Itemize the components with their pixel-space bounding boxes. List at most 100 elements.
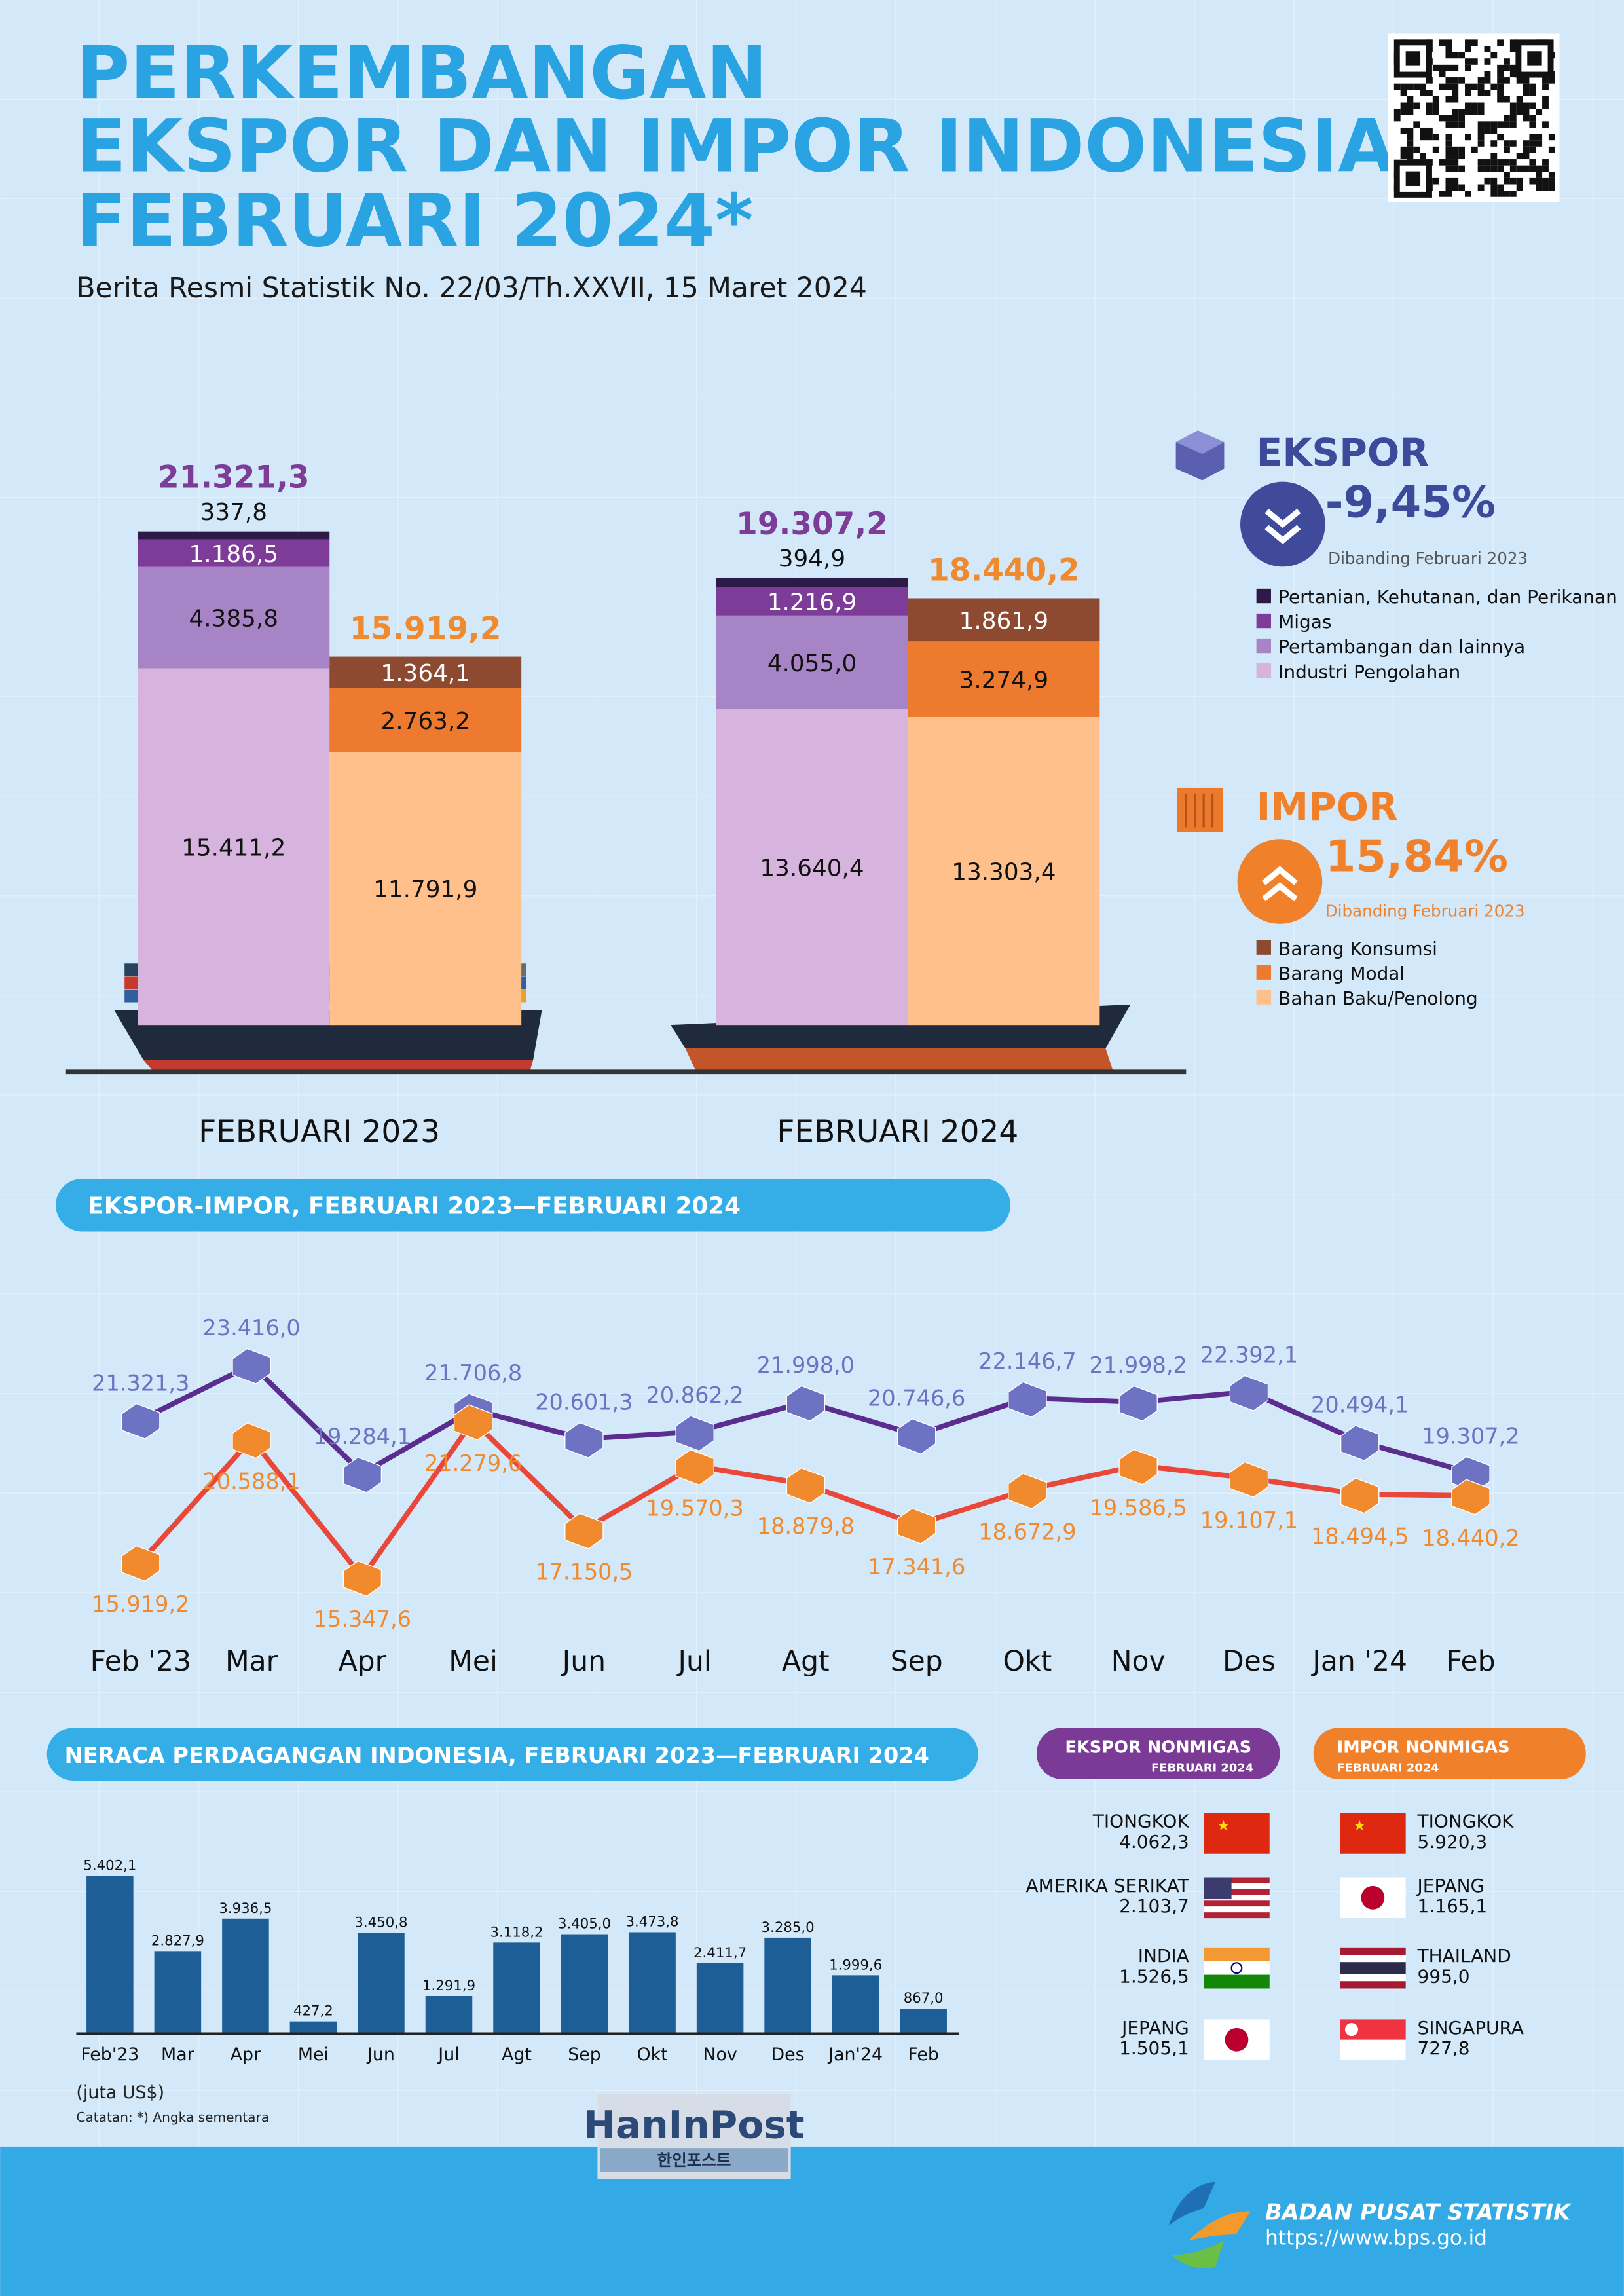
qr-finder <box>1405 171 1421 186</box>
x-tick-label: Jul <box>437 2045 459 2065</box>
flag-part <box>1344 2022 1359 2037</box>
x-tick-label: Okt <box>1003 1646 1052 1678</box>
qr-cell <box>1426 77 1433 84</box>
data-label: 3.285,0 <box>762 1919 815 1936</box>
qr-cell <box>1529 177 1536 185</box>
qr-cell <box>1452 90 1459 96</box>
x-tick-label: Jul <box>676 1646 711 1678</box>
flag-part <box>1204 1877 1270 1883</box>
qr-cell <box>1536 165 1543 172</box>
qr-cell <box>1497 191 1504 197</box>
qr-cell <box>1426 90 1433 96</box>
qr-cell <box>1477 77 1485 84</box>
qr-cell <box>1497 71 1504 78</box>
data-label: 19.284,1 <box>314 1424 411 1449</box>
x-tick-label: Jan '24 <box>1310 1646 1407 1678</box>
data-label: 3.405,0 <box>558 1916 611 1933</box>
qr-cell <box>1542 96 1549 103</box>
qr-cell <box>1407 83 1414 90</box>
qr-cell <box>1504 146 1510 153</box>
data-label: 4.055,0 <box>767 650 857 677</box>
data-label: 18.672,9 <box>978 1519 1076 1545</box>
qr-cell <box>1548 134 1555 141</box>
legend-entry: Barang Konsumsi <box>1278 938 1437 959</box>
qr-cell <box>1452 52 1459 59</box>
qr-cell <box>1509 177 1517 185</box>
bar-segment <box>138 539 330 567</box>
bar-segment <box>716 587 908 616</box>
qr-cell <box>1509 45 1517 52</box>
qr-cell <box>1484 165 1491 172</box>
qr-cell <box>1542 102 1549 109</box>
qr-cell <box>1426 109 1433 115</box>
legend-entry: Bahan Baku/Penolong <box>1278 988 1478 1009</box>
legend-swatch <box>1256 588 1271 604</box>
x-tick-label: Sep <box>568 2045 601 2065</box>
qr-code <box>1388 33 1560 202</box>
qr-cell <box>1504 64 1510 71</box>
data-label: 22.392,1 <box>1200 1342 1298 1367</box>
qr-cell <box>1497 90 1504 96</box>
x-tick-label: Jan'24 <box>827 2045 883 2065</box>
data-label: 1.999,6 <box>829 1957 882 1973</box>
qr-cell <box>1445 191 1452 197</box>
marker <box>786 1385 826 1422</box>
qr-cell <box>1426 127 1433 134</box>
data-label: 1.861,9 <box>959 608 1049 635</box>
qr-cell <box>1484 177 1491 185</box>
data-label: 1.291,9 <box>422 1978 475 1994</box>
bar <box>358 1933 405 2034</box>
flag-part <box>1340 1813 1406 1854</box>
flag-part <box>1204 1974 1270 1989</box>
flag-part <box>1361 1885 1385 1910</box>
qr-cell <box>1413 83 1420 90</box>
qr-cell <box>1509 121 1517 128</box>
qr-cell <box>1400 102 1407 109</box>
data-label: 11.791,9 <box>373 876 477 903</box>
legend-entry: Migas <box>1278 611 1331 633</box>
qr-cell <box>1432 109 1439 115</box>
bar-segment <box>329 656 522 688</box>
qr-cell <box>1490 191 1498 197</box>
qr-cell <box>1407 134 1414 141</box>
legend-swatch <box>1256 663 1271 678</box>
qr-cell <box>1522 77 1530 84</box>
data-label: 13.303,4 <box>951 859 1056 886</box>
flag-part <box>1204 1895 1270 1901</box>
partner-name: SINGAPURA <box>1418 2017 1524 2039</box>
qr-cell <box>1509 102 1517 109</box>
qr-cell <box>1509 64 1517 71</box>
marker <box>232 1348 271 1384</box>
x-tick-label: Mei <box>298 2045 329 2065</box>
partner-pill <box>1313 1728 1586 1779</box>
qr-cell <box>1504 121 1510 128</box>
qr-cell <box>1400 90 1407 96</box>
data-label: 20.588,1 <box>202 1469 300 1494</box>
qr-cell <box>1407 140 1414 147</box>
x-tick-label: Feb '23 <box>90 1646 191 1678</box>
trend-arrow <box>1264 508 1301 544</box>
marker <box>121 1545 160 1582</box>
qr-cell <box>1400 83 1407 90</box>
data-label: 1.216,9 <box>767 589 857 616</box>
qr-cell <box>1445 177 1452 185</box>
data-label: 3.274,9 <box>959 667 1049 694</box>
qr-cell <box>1548 184 1555 191</box>
partner-value: 2.103,7 <box>1119 1895 1189 1917</box>
qr-cell <box>1432 96 1439 103</box>
partner-value: 1.505,1 <box>1119 2037 1189 2059</box>
qr-cell <box>1471 146 1478 153</box>
ekspor-icon <box>1175 430 1225 454</box>
qr-cell <box>1516 177 1523 185</box>
qr-cell <box>1471 102 1478 109</box>
data-label: 15.411,2 <box>181 834 286 861</box>
flag-part <box>1204 1947 1270 1961</box>
partner-value: 4.062,3 <box>1119 1831 1189 1853</box>
qr-cell <box>1497 159 1504 166</box>
data-label: 19.586,5 <box>1090 1495 1187 1521</box>
qr-cell <box>1504 140 1510 147</box>
marker <box>121 1403 160 1439</box>
qr-cell <box>1509 165 1517 172</box>
qr-cell <box>1471 58 1478 65</box>
